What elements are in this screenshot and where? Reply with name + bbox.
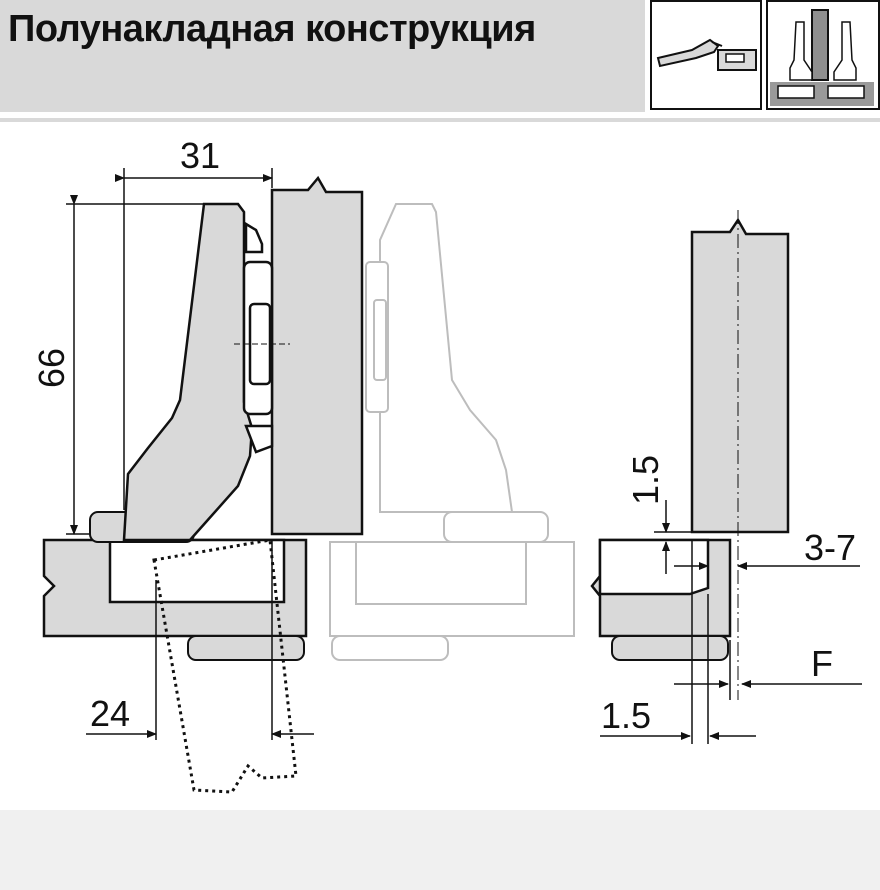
- dimension-width-label: 31: [180, 135, 220, 176]
- dimension-bore: [86, 540, 314, 740]
- dimension-overlay-range-label: 3-7: [804, 527, 856, 568]
- dimension-height: [66, 195, 204, 535]
- dimension-gap-bottom-label: 1.5: [601, 695, 651, 736]
- drill-hole-outline: [152, 538, 298, 794]
- dimension-overlay-f-label: F: [811, 643, 833, 684]
- half-overlay-front-view-icon: [766, 0, 880, 110]
- footer-band: [0, 810, 880, 890]
- dimension-height-label: 66: [31, 348, 72, 388]
- door-section: [690, 217, 790, 534]
- dimension-gap-top: [654, 500, 692, 574]
- hinge-side-view-icon: [650, 0, 762, 110]
- dimension-gap-top-label: 1.5: [625, 455, 666, 505]
- header-band: [0, 0, 645, 112]
- door-panel: [270, 175, 364, 536]
- page-title: Полунакладная конструкция: [8, 8, 536, 50]
- dimension-width: [115, 168, 273, 510]
- dimension-gap-bottom: [600, 540, 756, 744]
- hinge-arm: [122, 202, 274, 542]
- dimension-overlay-f: [674, 640, 862, 700]
- dimension-bore-label: 24: [90, 693, 130, 734]
- side-panel-section: [590, 538, 732, 661]
- ghost-hinge: [329, 203, 575, 661]
- header-divider: [0, 118, 880, 122]
